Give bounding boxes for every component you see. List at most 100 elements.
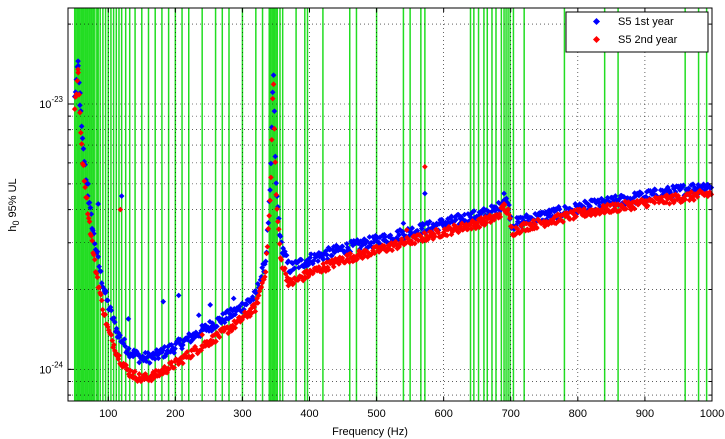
data-point: [99, 306, 106, 313]
y-tick-label: 10-23: [39, 95, 63, 111]
data-point-outlier: [422, 163, 428, 170]
data-point: [320, 256, 327, 263]
data-point: [273, 180, 279, 187]
data-point: [389, 247, 395, 254]
data-point: [343, 240, 350, 247]
data-point-outlier: [195, 312, 202, 319]
x-tick-label: 500: [367, 408, 385, 420]
data-point-outlier: [95, 201, 102, 207]
data-point: [471, 208, 477, 214]
data-point: [161, 344, 168, 350]
data-point: [81, 178, 88, 184]
data-point: [266, 212, 273, 219]
data-point: [267, 197, 273, 204]
data-point: [268, 160, 274, 167]
data-point: [78, 141, 85, 147]
data-point: [387, 232, 394, 239]
data-point: [180, 342, 186, 348]
data-point: [79, 135, 86, 142]
data-point: [666, 200, 673, 207]
data-point: [91, 256, 98, 263]
data-point: [77, 129, 84, 136]
data-point: [503, 195, 510, 202]
data-point: [409, 225, 416, 231]
data-point: [221, 319, 228, 326]
data-point: [88, 233, 95, 239]
data-point: [560, 219, 566, 225]
data-point: [556, 206, 563, 213]
data-point: [261, 274, 268, 280]
data-point: [214, 323, 220, 330]
legend-box: [565, 11, 709, 53]
data-point: [180, 360, 186, 367]
data-point: [270, 72, 277, 78]
data-point: [371, 250, 378, 256]
data-point: [291, 265, 298, 271]
legend-marker-s5-1st-year: [592, 17, 601, 26]
x-tick-label: 200: [166, 408, 184, 420]
data-point: [152, 356, 158, 362]
data-point: [267, 187, 273, 193]
data-point: [273, 191, 279, 198]
data-point: [189, 353, 196, 359]
data-point: [682, 196, 688, 203]
data-point: [103, 288, 109, 294]
data-point: [184, 349, 191, 355]
data-point-outlier: [175, 292, 182, 299]
data-point: [268, 136, 275, 143]
data-point: [688, 189, 695, 195]
x-tick-label: 1000: [700, 408, 724, 420]
data-point: [264, 243, 271, 250]
data-point: [269, 95, 276, 102]
x-tick-label: 600: [434, 408, 452, 420]
data-point-outlier: [125, 316, 132, 322]
data-point: [325, 266, 332, 273]
data-point: [265, 225, 272, 232]
data-point: [123, 362, 129, 368]
data-point: [258, 284, 265, 290]
data-point: [74, 77, 81, 84]
data-point: [708, 191, 715, 198]
data-point: [274, 206, 280, 212]
data-point: [86, 218, 93, 225]
data-point: [96, 284, 102, 291]
data-point: [505, 206, 511, 212]
data-point: [651, 199, 658, 206]
data-point: [98, 268, 104, 275]
data-point: [506, 202, 512, 208]
legend-label-s5-1st-year: S5 1st year: [618, 16, 674, 28]
data-point: [631, 205, 638, 212]
y-axis-ticks: 10-24 10-23: [39, 23, 712, 396]
data-point: [534, 225, 540, 231]
data-point: [339, 243, 346, 250]
data-point: [136, 371, 143, 377]
data-point: [262, 258, 269, 265]
data-point: [77, 109, 83, 116]
data-point: [91, 241, 98, 247]
data-point: [98, 297, 105, 304]
data-point: [426, 218, 433, 225]
data-point-outlier: [85, 181, 91, 187]
data-point: [420, 222, 427, 228]
legend-label-s5-2nd-year: S5 2nd year: [618, 34, 678, 46]
data-point-outlier: [230, 295, 237, 302]
series-s5-2nd-year: [71, 66, 715, 385]
data-point: [268, 174, 274, 181]
data-point: [278, 256, 285, 263]
data-point-outlier: [75, 66, 81, 73]
data-point: [452, 217, 459, 223]
data-point: [277, 233, 284, 240]
data-point: [623, 206, 629, 212]
data-point: [88, 211, 95, 217]
data-point: [122, 343, 129, 350]
data-point: [329, 252, 335, 259]
data-point: [94, 274, 101, 281]
data-point: [272, 159, 279, 166]
data-point: [497, 214, 504, 220]
data-point: [364, 238, 370, 244]
data-point: [396, 232, 402, 238]
data-point: [382, 233, 388, 240]
data-point-outlier: [422, 190, 428, 197]
y-axis-label: h0 95% UL: [7, 178, 21, 231]
